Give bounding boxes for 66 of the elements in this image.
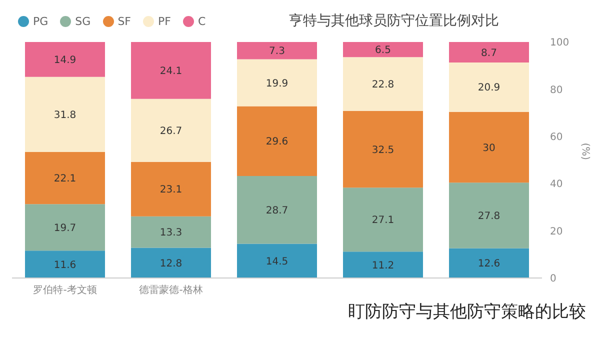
data-label: 11.2: [372, 260, 394, 272]
bar: [25, 42, 105, 77]
data-label: 26.7: [160, 126, 182, 137]
bar: [237, 176, 317, 244]
bar: [237, 106, 317, 176]
bar: [343, 42, 423, 58]
bar: [25, 152, 105, 204]
data-label: 8.7: [481, 48, 497, 59]
bar: [343, 57, 423, 111]
data-label: 20.9: [478, 82, 500, 94]
data-label: 7.3: [269, 46, 285, 58]
bar: [449, 42, 529, 63]
chart-title: 亨特与其他球员防守位置比例对比: [288, 12, 499, 30]
bar: [449, 182, 529, 248]
data-label: 14.5: [266, 256, 288, 268]
y-axis-title: (%): [579, 142, 590, 160]
bar: [343, 110, 423, 188]
text: 盯防防守与其他防守策略的比较: [347, 301, 587, 323]
bar: [131, 98, 211, 162]
data-label: 27.8: [478, 211, 500, 222]
bar: [25, 204, 105, 251]
data-label: 11.6: [54, 260, 76, 271]
bar: [237, 42, 317, 60]
data-label: 12.6: [478, 258, 500, 270]
bar: [25, 76, 105, 152]
legend-label: C: [196, 14, 206, 28]
data-label: 31.8: [54, 110, 76, 121]
y-tick-label: 60: [550, 132, 563, 143]
data-label: 13.3: [160, 228, 182, 239]
data-label: 6.5: [375, 45, 391, 56]
data-label: 19.9: [266, 78, 288, 90]
legend-label: PG: [32, 14, 48, 28]
legend-label: SF: [116, 14, 131, 28]
data-label: 30: [482, 142, 496, 154]
data-label: 19.7: [54, 222, 76, 234]
data-label: 28.7: [266, 205, 288, 216]
data-label: 22.8: [372, 80, 394, 91]
y-tick-label: 100: [550, 38, 570, 49]
y-tick-label: 80: [550, 84, 563, 96]
bar: [237, 244, 317, 278]
bar: [449, 112, 529, 183]
data-label: 29.6: [266, 136, 288, 148]
bar: [25, 250, 105, 278]
bar: [449, 248, 529, 278]
x-tick-label: 德雷蒙德-格林: [139, 284, 203, 296]
data-label: 24.1: [160, 66, 182, 77]
legend-label: SG: [74, 14, 91, 28]
data-label: 14.9: [54, 55, 76, 66]
data-label: 22.1: [54, 174, 76, 185]
bar: [343, 188, 423, 252]
bar: [131, 42, 211, 99]
data-label: 32.5: [372, 144, 394, 156]
bar: [131, 216, 211, 248]
y-tick-label: 20: [550, 226, 563, 238]
data-label: 12.8: [160, 258, 182, 270]
data-label: 27.1: [372, 215, 394, 226]
legend-label: PF: [157, 14, 171, 28]
y-tick-label: 0: [550, 274, 556, 285]
y-tick-label: 40: [550, 179, 563, 190]
bar: [449, 62, 529, 112]
bar: [131, 248, 211, 278]
bar: [343, 252, 423, 278]
data-label: 23.1: [160, 184, 182, 196]
bar: [131, 162, 211, 216]
x-tick-label: 罗伯特-考文顿: [33, 284, 97, 296]
bar: [237, 59, 317, 106]
